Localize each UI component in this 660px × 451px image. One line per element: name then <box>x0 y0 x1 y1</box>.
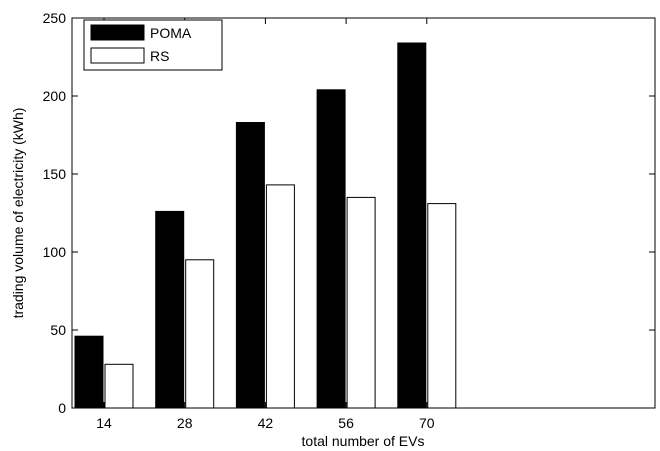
legend: POMA RS <box>83 19 223 71</box>
bar-poma-14 <box>74 335 104 409</box>
y-tick-label: 200 <box>43 88 67 104</box>
legend-label-poma: POMA <box>150 25 192 41</box>
plot-area-frame <box>71 17 656 409</box>
x-axis: 14 28 42 56 70 <box>96 18 435 431</box>
x-tick-label: 28 <box>177 415 193 431</box>
bar-poma-70 <box>397 42 427 409</box>
x-tick-label: 42 <box>258 415 274 431</box>
bar-rs-14 <box>104 363 134 409</box>
bar-poma-56 <box>316 89 346 409</box>
bar-poma-28 <box>155 210 185 409</box>
legend-label-rs: RS <box>150 48 169 64</box>
y-tick-label: 150 <box>43 166 67 182</box>
bars-layer <box>74 42 457 409</box>
bar-poma-42 <box>235 122 265 409</box>
y-axis-label: trading volume of electricity (kWh) <box>10 108 26 319</box>
y-tick-label: 250 <box>43 10 67 26</box>
y-tick-label: 0 <box>58 400 66 416</box>
bar-rs-28 <box>185 259 215 409</box>
legend-swatch-poma <box>90 24 145 41</box>
x-tick-label: 70 <box>419 415 435 431</box>
x-tick-label: 56 <box>338 415 354 431</box>
y-axis: 0 50 100 150 200 250 <box>43 10 655 416</box>
y-tick-label: 50 <box>50 322 66 338</box>
bar-rs-56 <box>346 196 376 409</box>
bar-rs-70 <box>427 203 457 409</box>
bar-rs-42 <box>265 184 295 409</box>
legend-swatch-rs <box>90 47 145 64</box>
x-tick-label: 14 <box>96 415 112 431</box>
x-axis-label: total number of EVs <box>302 433 425 449</box>
y-tick-label: 100 <box>43 244 67 260</box>
